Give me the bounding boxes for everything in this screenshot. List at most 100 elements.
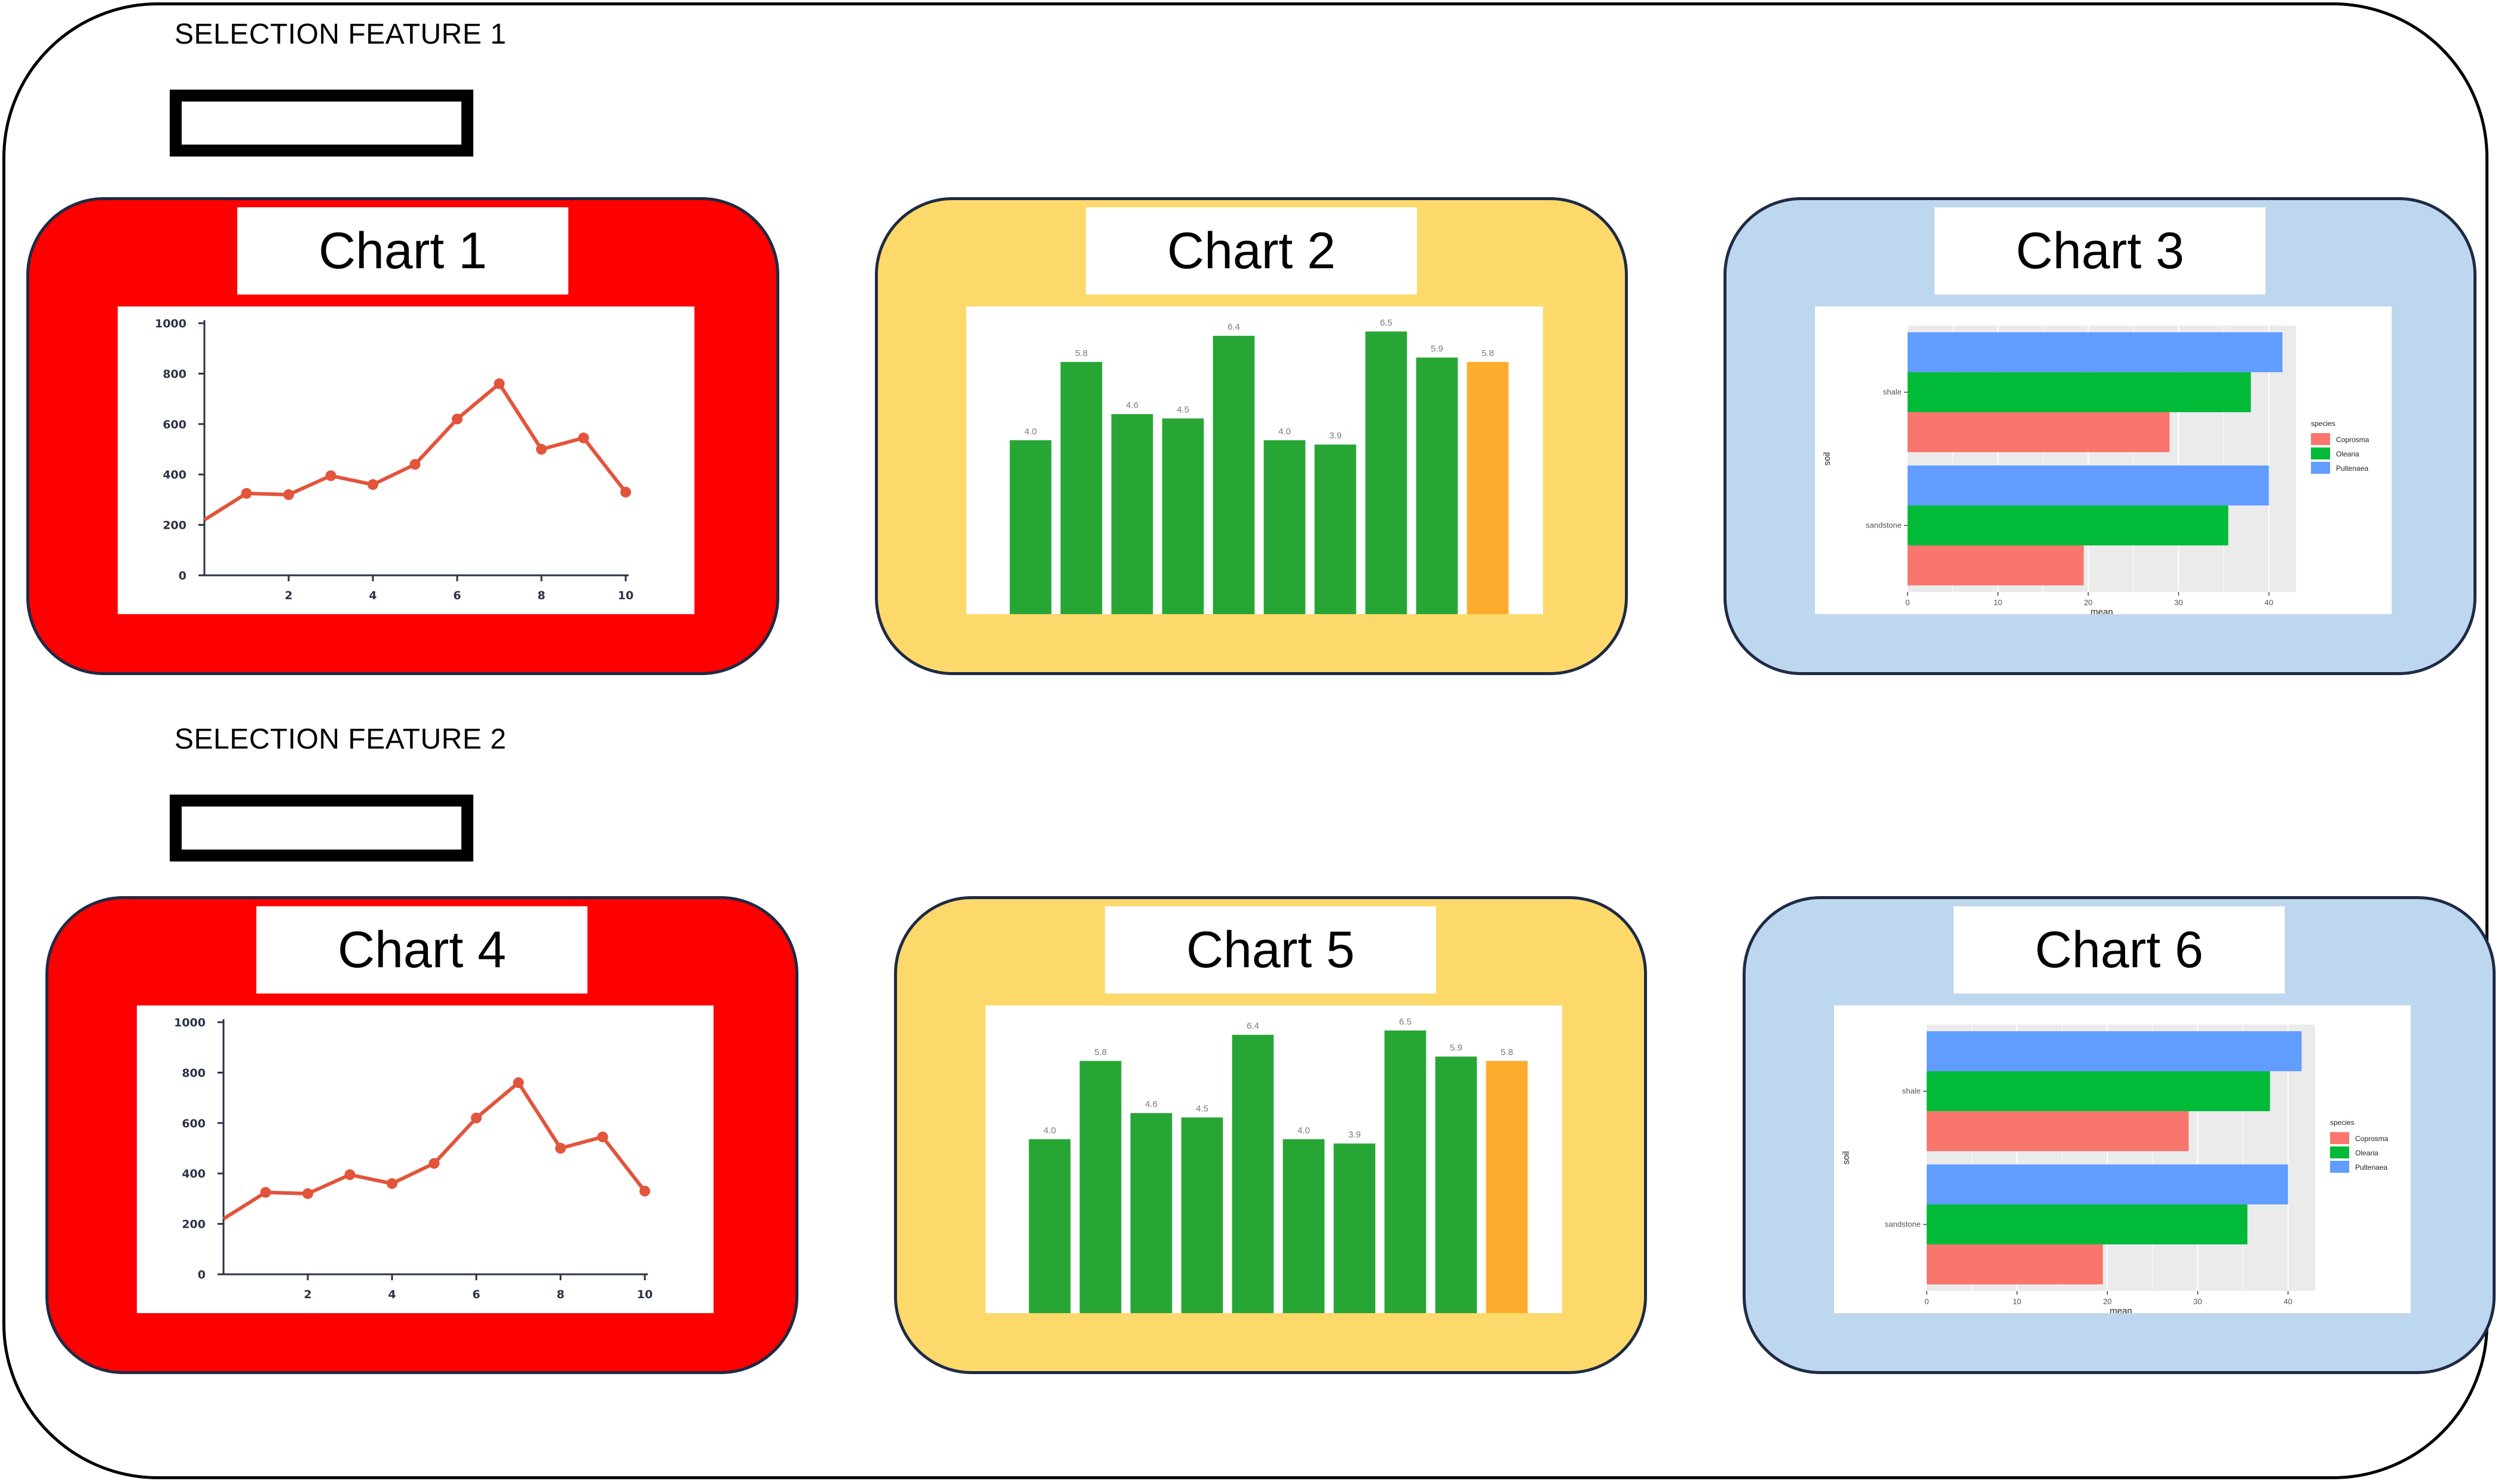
data-point <box>578 433 589 444</box>
data-label: 4.0 <box>1278 427 1291 437</box>
bar <box>1908 465 2269 506</box>
x-axis-title: mean <box>2110 1306 2132 1313</box>
data-point <box>536 444 547 455</box>
data-label: 4.5 <box>1177 404 1189 415</box>
legend-swatch <box>2330 1161 2349 1173</box>
bar <box>1028 1139 1071 1313</box>
legend-swatch <box>2311 433 2330 445</box>
selection-input-2[interactable] <box>170 795 473 861</box>
data-point <box>639 1185 650 1197</box>
y-tick-label: shale <box>1902 1087 1921 1096</box>
data-label: 3.9 <box>1329 431 1342 441</box>
bar <box>1333 1143 1376 1313</box>
data-point <box>387 1178 397 1189</box>
chart-card-2[interactable]: Chart 2 4.0 5.8 4.6 4.5 6.4 4.0 3.9 6.5 5.9 5.8 <box>875 197 1628 675</box>
bar <box>1130 1113 1173 1313</box>
data-label: 4.0 <box>1297 1126 1310 1136</box>
data-label: 6.5 <box>1380 318 1392 328</box>
x-tick-label: 8 <box>537 589 545 602</box>
bar <box>1927 1244 2103 1284</box>
chart-panel: shale sandstone 0 10 20 30 40 mean soil species Co… <box>1834 1005 2411 1313</box>
bar-chart: 4.0 5.8 4.6 4.5 6.4 4.0 3.9 6.5 5.9 5.8 <box>1028 1017 1528 1313</box>
legend-swatch <box>2330 1146 2349 1158</box>
data-point <box>241 487 252 499</box>
data-label: 6.4 <box>1227 322 1240 332</box>
line-chart: 0 200 400 600 800 1000 2 4 6 8 10 <box>174 1016 653 1301</box>
data-point <box>471 1112 482 1124</box>
x-tick-label: 0 <box>1905 598 1909 607</box>
data-point <box>409 459 421 470</box>
legend-label: Coprosma <box>2355 1135 2389 1143</box>
bar <box>1416 357 1458 614</box>
bar <box>1927 1111 2189 1151</box>
chart-panel: shale sandstone 0 10 20 30 40 mean soil species Co… <box>1815 306 2392 614</box>
bar <box>1181 1117 1223 1313</box>
chart-title-box: Chart 6 <box>1954 906 2285 994</box>
series-line <box>203 382 627 522</box>
y-tick-label: 200 <box>163 519 186 532</box>
data-point <box>260 1186 271 1198</box>
data-point <box>283 489 294 500</box>
chart-card-1[interactable]: Chart 1 0 200 400 600 800 1000 2 4 6 8 10 <box>26 197 779 675</box>
legend-swatch <box>2311 447 2330 459</box>
chart-panel: 0 200 400 600 800 1000 2 4 6 8 10 <box>137 1005 714 1313</box>
chart-title: Chart 3 <box>2015 222 2185 280</box>
bar <box>1162 418 1204 614</box>
x-tick-label: 8 <box>556 1288 564 1301</box>
bar <box>1111 414 1153 614</box>
y-tick-label: 200 <box>182 1218 206 1231</box>
bar <box>1467 361 1509 614</box>
bar <box>1079 1060 1122 1313</box>
chart-card-4[interactable]: Chart 4 0 200 400 600 800 1000 2 4 6 8 10 <box>45 896 798 1374</box>
data-label: 4.0 <box>1024 427 1037 437</box>
data-point <box>302 1188 313 1199</box>
data-point <box>513 1077 524 1089</box>
x-tick-label: 10 <box>618 589 633 602</box>
chart-title-box: Chart 4 <box>256 906 587 994</box>
y-tick-label: sandstone <box>1885 1220 1921 1229</box>
bar <box>1435 1056 1477 1313</box>
bar <box>1927 1031 2302 1072</box>
data-label: 6.4 <box>1247 1021 1259 1031</box>
data-label: 3.9 <box>1348 1130 1361 1140</box>
chart-card-6[interactable]: Chart 6 shale sandstone 0 10 20 30 40 mean soil s… <box>1743 896 2496 1374</box>
selection-input-1[interactable] <box>170 90 473 157</box>
chart-card-3[interactable]: Chart 3 shale sandstone 0 10 20 30 40 mean soil s… <box>1724 197 2476 675</box>
bar <box>1908 545 2084 585</box>
data-label: 4.6 <box>1126 400 1138 410</box>
chart-title-box: Chart 3 <box>1934 207 2266 295</box>
chart-title-box: Chart 1 <box>237 207 568 295</box>
legend-label: Pultenaea <box>2336 464 2368 473</box>
horizontal-bar-chart: shale sandstone 0 10 20 30 40 mean soil speciesCo… <box>1841 1025 2389 1313</box>
y-tick-label: 800 <box>182 1066 206 1080</box>
y-tick-label: shale <box>1883 388 1902 397</box>
bar <box>1314 444 1357 614</box>
bar <box>1908 412 2170 452</box>
bar <box>1908 332 2283 373</box>
chart-title-box: Chart 5 <box>1105 906 1436 994</box>
x-tick-label: 20 <box>2103 1297 2111 1306</box>
chart-title: Chart 5 <box>1186 921 1355 979</box>
data-label: 5.9 <box>1450 1043 1462 1053</box>
data-point <box>494 378 505 390</box>
data-label: 5.9 <box>1431 344 1443 354</box>
data-point <box>368 479 378 490</box>
bar <box>1908 372 2251 412</box>
chart-panel: 4.0 5.8 4.6 4.5 6.4 4.0 3.9 6.5 5.9 5.8 <box>966 306 1543 614</box>
bar <box>1927 1164 2288 1205</box>
chart-card-5[interactable]: Chart 5 4.0 5.8 4.6 4.5 6.4 4.0 3.9 6.5 5.9 5.8 <box>894 896 1647 1374</box>
bar <box>1009 440 1052 614</box>
data-label: 4.6 <box>1145 1099 1158 1109</box>
data-point <box>428 1158 440 1169</box>
bar <box>1486 1060 1528 1313</box>
data-point <box>325 470 336 482</box>
x-tick-label: 2 <box>284 589 292 602</box>
data-point <box>555 1143 566 1154</box>
bar-chart: 4.0 5.8 4.6 4.5 6.4 4.0 3.9 6.5 5.9 5.8 <box>1009 318 1509 614</box>
y-tick-label: 0 <box>198 1268 206 1281</box>
x-tick-label: 6 <box>453 589 461 602</box>
legend-title: species <box>2330 1118 2355 1127</box>
chart-title: Chart 4 <box>337 921 507 979</box>
data-point <box>597 1132 608 1143</box>
